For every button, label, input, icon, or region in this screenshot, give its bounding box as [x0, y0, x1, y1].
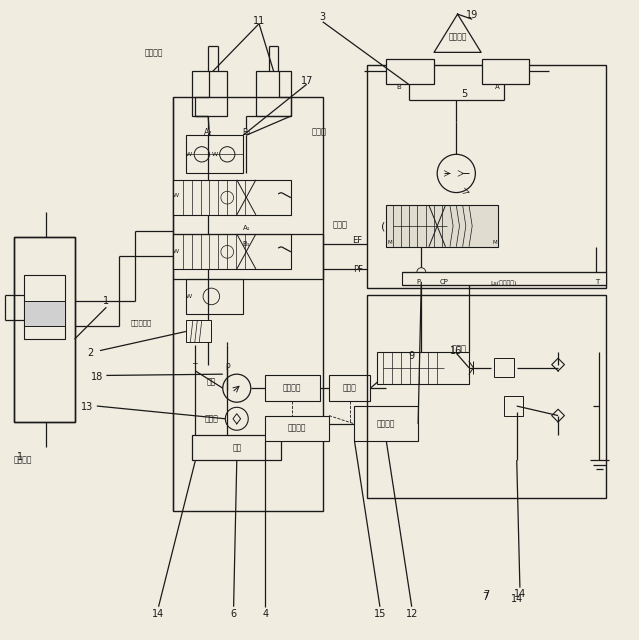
Text: 18: 18 — [91, 372, 103, 382]
Bar — [367, 65, 606, 288]
Bar — [387, 205, 498, 246]
Text: 过接器: 过接器 — [204, 414, 219, 423]
Bar — [192, 72, 227, 116]
Text: CP: CP — [439, 279, 448, 285]
Circle shape — [226, 407, 248, 430]
Bar — [14, 237, 75, 422]
Text: 9: 9 — [409, 351, 415, 362]
Text: T: T — [193, 364, 197, 372]
Text: P: P — [225, 364, 229, 372]
Text: Ls(负荷传感): Ls(负荷传感) — [491, 280, 517, 286]
Text: 17: 17 — [300, 76, 313, 86]
Text: 12: 12 — [406, 609, 418, 620]
Text: 1: 1 — [104, 296, 109, 306]
Bar — [387, 59, 434, 84]
Text: 16: 16 — [450, 346, 463, 356]
Bar — [186, 135, 243, 173]
Text: A₂: A₂ — [204, 127, 212, 136]
Text: B₂: B₂ — [242, 127, 250, 136]
Bar — [482, 59, 530, 84]
Text: 优先阀: 优先阀 — [452, 344, 467, 353]
Bar — [265, 415, 329, 441]
Bar — [186, 320, 212, 342]
Circle shape — [194, 147, 210, 162]
Text: 14: 14 — [153, 609, 165, 620]
Text: M: M — [387, 241, 392, 245]
Text: T: T — [596, 279, 599, 285]
Text: 1: 1 — [17, 452, 24, 462]
Text: 14: 14 — [511, 594, 523, 604]
Text: A₁: A₁ — [243, 225, 250, 230]
Text: W: W — [186, 294, 192, 299]
Circle shape — [437, 154, 475, 193]
Text: W: W — [173, 193, 180, 198]
Bar — [355, 406, 418, 441]
Text: B₁: B₁ — [243, 241, 250, 246]
Text: 11: 11 — [253, 15, 265, 26]
Text: A: A — [495, 84, 500, 90]
Text: PF: PF — [353, 264, 363, 273]
Text: W: W — [173, 250, 180, 254]
Bar — [24, 301, 65, 326]
Text: W: W — [186, 152, 192, 157]
Text: 集控制器: 集控制器 — [377, 419, 396, 428]
Bar — [329, 376, 371, 401]
Circle shape — [223, 374, 250, 402]
Bar — [14, 237, 75, 422]
Text: 2: 2 — [88, 348, 93, 358]
Text: M: M — [492, 241, 497, 245]
Circle shape — [417, 268, 426, 276]
Text: W: W — [212, 152, 218, 157]
Bar — [504, 396, 523, 415]
Text: 油箱: 油箱 — [232, 443, 242, 452]
Text: 转向器: 转向器 — [332, 220, 347, 229]
Bar — [256, 72, 291, 116]
Bar — [173, 97, 323, 511]
Text: 13: 13 — [81, 403, 93, 412]
Bar — [24, 275, 65, 339]
Bar — [402, 272, 606, 285]
Bar — [495, 358, 514, 378]
Text: 15: 15 — [374, 609, 386, 620]
Text: EF: EF — [353, 236, 363, 245]
Text: 3: 3 — [320, 12, 326, 22]
Text: 变频电机: 变频电机 — [283, 384, 302, 393]
Text: P: P — [416, 279, 420, 285]
Text: 多路阀: 多路阀 — [312, 127, 327, 136]
Bar — [173, 234, 291, 269]
Circle shape — [220, 147, 235, 162]
Text: (: ( — [381, 221, 385, 231]
Bar — [186, 278, 243, 314]
Text: 6: 6 — [231, 609, 236, 620]
Bar — [265, 376, 320, 401]
Text: 5: 5 — [461, 89, 468, 99]
Text: 14: 14 — [514, 589, 526, 599]
Text: 负载反馈: 负载反馈 — [288, 424, 307, 433]
Bar — [192, 435, 281, 460]
Text: 编码器: 编码器 — [343, 384, 357, 393]
Text: B: B — [397, 84, 401, 90]
Text: 油泵: 油泵 — [207, 378, 216, 387]
Text: 7: 7 — [483, 590, 489, 600]
Bar — [173, 180, 291, 215]
Text: 4: 4 — [263, 609, 268, 620]
Text: 电磁卸荷阀: 电磁卸荷阀 — [131, 320, 152, 326]
Bar — [367, 294, 606, 499]
Text: 转向油缸: 转向油缸 — [449, 32, 467, 41]
Text: 倾斜油缸: 倾斜油缸 — [145, 48, 164, 57]
Text: 举升油缸: 举升油缸 — [14, 456, 33, 465]
Text: 19: 19 — [466, 10, 479, 20]
Text: 7: 7 — [482, 592, 488, 602]
Bar — [377, 352, 469, 384]
